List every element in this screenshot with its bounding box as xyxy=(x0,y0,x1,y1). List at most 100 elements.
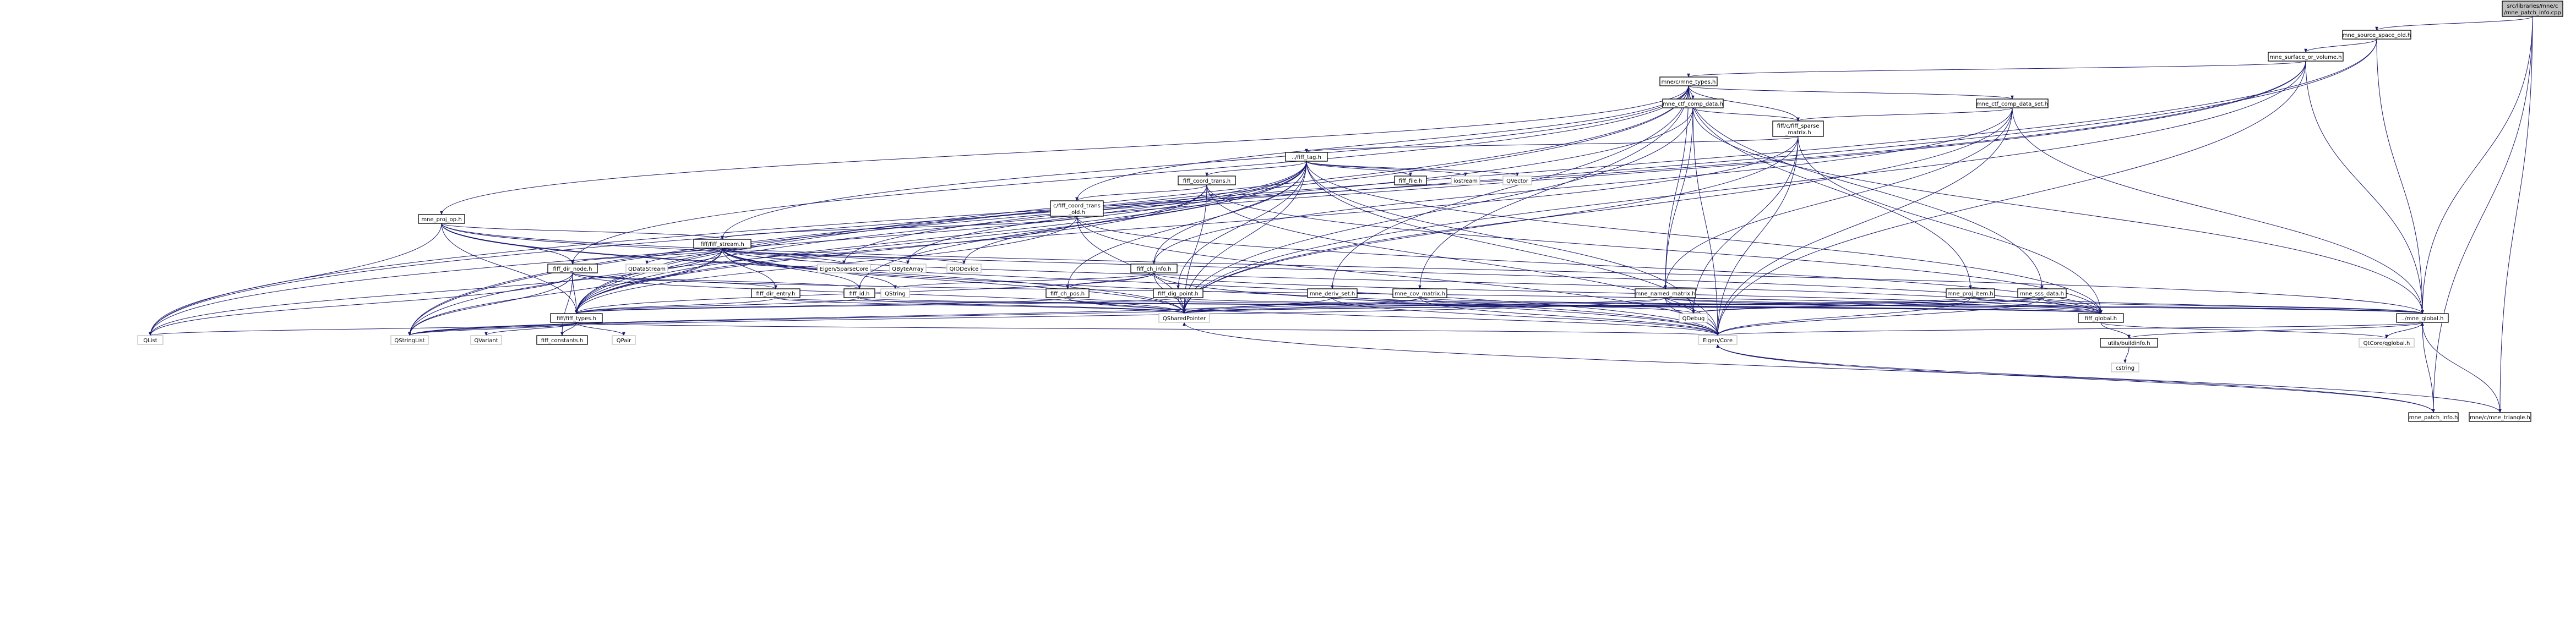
edge-mne_ctf_comp_data-to-mne_named_matrix xyxy=(1664,107,1693,289)
node-box xyxy=(418,214,465,224)
edge-mne_ctf_comp_data_set-to-fiff_sparse_matrix xyxy=(1796,107,2013,122)
node-fiff-dir-node-h[interactable]: fiff_dir_node.h xyxy=(547,264,598,273)
node-label: fiff/fiff_types.h xyxy=(557,316,596,322)
edge-mne_ctf_comp_data-to-fiff_sparse_matrix xyxy=(1692,107,1800,122)
edge-mne_surface_or_volume-to-mne_global xyxy=(2305,61,2424,314)
node-fiff-file-h[interactable]: fiff_file.h xyxy=(1394,175,1427,185)
node-c-fiff-coord-trans-old-h[interactable]: c/fiff_coord_trans_old.h xyxy=(1050,200,1104,217)
edge-fiff_types-to-EigenCore xyxy=(576,322,1719,336)
node-fiff-ch-info-h[interactable]: fiff_ch_info.h xyxy=(1130,264,1178,273)
node-fiff-constants-h[interactable]: fiff_constants.h xyxy=(536,335,588,345)
edge-mne_sss_data-to-EigenCore xyxy=(1716,297,2043,336)
edge-root-to-mne_patch_info xyxy=(2432,16,2533,413)
node-mne-c-mne-triangle-h[interactable]: mne/c/mne_triangle.h xyxy=(2469,412,2531,422)
node-label: fiff_id.h xyxy=(849,291,870,297)
node-fiff-coord-trans-h[interactable]: fiff_coord_trans.h xyxy=(1178,175,1236,185)
node-box xyxy=(946,264,982,273)
node-box xyxy=(1635,288,1696,298)
node-label: Eigen/Core xyxy=(1703,338,1733,344)
edge-fiff_sparse_matrix-to-QDebug xyxy=(1692,136,1799,314)
node-mne-cov-matrix-h[interactable]: mne_cov_matrix.h xyxy=(1392,288,1447,298)
edge-mne_source_space_old-to-mne_global xyxy=(2376,39,2424,314)
edge-mne_ctf_comp_data_set-to-mne_global xyxy=(2012,107,2424,314)
node-mne-deriv-set-h[interactable]: mne_deriv_set.h xyxy=(1307,288,1358,298)
node-mne-proj-item-h[interactable]: mne_proj_item.h xyxy=(1946,288,1995,298)
node-label: QVector xyxy=(1506,178,1529,184)
edge-fiff_sparse_matrix-to-EigenCore xyxy=(1716,136,1799,336)
node-label: mne_ctf_comp_data.h xyxy=(1663,101,1723,107)
edge-fiff_dir_node-to-fiff_types xyxy=(572,272,578,314)
node-box xyxy=(1392,288,1447,298)
node-fiff-ch-pos-h[interactable]: fiff_ch_pos.h xyxy=(1045,288,1090,298)
edge-mne_cov_matrix-to-mne_global xyxy=(1419,297,2423,314)
edge-mne_ctf_comp_data-to-mne_global xyxy=(1692,107,2424,314)
node-fiff-dig-point-h[interactable]: fiff_dig_point.h xyxy=(1153,288,1203,298)
edge-fiff_coord_trans-to-fiff_coord_trans_old xyxy=(1075,184,1207,201)
node-mne-ctf-comp-data-h[interactable]: mne_ctf_comp_data.h xyxy=(1662,98,1724,108)
node-label: mne_proj_item.h xyxy=(1947,291,1993,297)
node-label: QSharedPointer xyxy=(1163,316,1206,322)
node-qsharedpointer: QSharedPointer xyxy=(1158,313,1210,323)
edge-fiff_tag-to-fiff_coord_trans xyxy=(1205,161,1307,177)
edge-fiff_dir_node-to-fiff_id xyxy=(572,272,861,289)
node-box xyxy=(2469,412,2531,422)
edge-mne_deriv_set-to-EigenCore xyxy=(1332,297,1719,336)
edge-mne_proj_op-to-fiff_dir_node xyxy=(441,223,574,265)
edge-fiff_stream-to-EigenSparseCore xyxy=(722,248,846,265)
node-qtcore-qglobal-h: QtCore/qglobal.h xyxy=(2359,338,2415,348)
node-mne-named-matrix-h[interactable]: mne_named_matrix.h xyxy=(1635,288,1696,298)
edge-fiff_tag-to-EigenCore xyxy=(1306,161,1719,336)
node-box xyxy=(1659,76,1718,86)
node-label: fiff_constants.h xyxy=(541,338,583,344)
edges-layer xyxy=(149,16,2533,413)
edge-fiff_id-to-QSharedPointer xyxy=(859,297,1186,314)
node-fiff-tag-h[interactable]: ../fiff_tag.h xyxy=(1285,152,1328,162)
node-box xyxy=(1050,200,1104,217)
node-fiff-global-h[interactable]: fiff_global.h xyxy=(2078,313,2124,323)
node-label: fiff/fiff_stream.h xyxy=(700,242,744,248)
node-fiff-c-fiff-sparse-matrix-h[interactable]: fiff/c/fiff_sparse_matrix.h xyxy=(1772,120,1824,137)
edge-fiff_tag-to-fiff_file xyxy=(1306,161,1412,177)
node-mne-global-h[interactable]: ../mne_global.h xyxy=(2396,313,2449,323)
node-box xyxy=(1158,313,1210,323)
node-utils-buildinfo-h[interactable]: utils/buildinfo.h xyxy=(2100,338,2158,348)
edge-mne_proj_op-to-EigenCore xyxy=(441,223,1719,336)
edge-mne_surface_or_volume-to-mne_types xyxy=(1687,61,2306,78)
node-label: cstring xyxy=(2116,365,2134,371)
node-label: fiff_file.h xyxy=(1399,178,1423,184)
node-mne-patch-info-h[interactable]: mne_patch_info.h xyxy=(2408,412,2459,422)
node-mne-ctf-comp-data-set-h[interactable]: mne_ctf_comp_data_set.h xyxy=(1976,98,2049,108)
node-box xyxy=(2359,338,2415,348)
node-label: QIODevice xyxy=(950,266,979,272)
node-box xyxy=(880,288,910,298)
node-label: mne_sss_data.h xyxy=(2020,291,2064,297)
node-fiff-id-h[interactable]: fiff_id.h xyxy=(843,288,875,298)
node-qvariant: QVariant xyxy=(470,335,502,345)
edge-fiff_dir_node-to-QSharedPointer xyxy=(572,272,1186,314)
node-qiodevice: QIODevice xyxy=(946,264,982,273)
edge-fiff_tag-to-QSharedPointer xyxy=(1183,161,1307,314)
node-fiff-fiff-types-h[interactable]: fiff/fiff_types.h xyxy=(550,313,603,323)
node-mne-source-space-old-h[interactable]: mne_source_space_old.h xyxy=(2342,30,2411,40)
node-fiff-dir-entry-h[interactable]: fiff_dir_entry.h xyxy=(751,288,800,298)
node-eigen-core: Eigen/Core xyxy=(1698,335,1738,345)
node-label: mne/c/mne_types.h xyxy=(1662,79,1716,85)
node-mne-surface-or-volume-h[interactable]: mne_surface_or_volume.h xyxy=(2268,52,2344,62)
edge-fiff_dir_node-to-QList xyxy=(149,272,573,336)
edge-mne_patch_info-to-EigenCore xyxy=(1716,344,2434,413)
node-label: src/libraries/mne/c xyxy=(2507,3,2558,9)
node-src-libraries-mne-c-mne-patch-info-cpp[interactable]: src/libraries/mne/c/mne_patch_info.cpp xyxy=(2502,1,2563,17)
node-mne-sss-data-h[interactable]: mne_sss_data.h xyxy=(2017,288,2067,298)
node-mne-c-mne-types-h[interactable]: mne/c/mne_types.h xyxy=(1659,76,1718,86)
edge-fiff_sparse_matrix-to-QSharedPointer xyxy=(1183,136,1799,314)
node-fiff-fiff-stream-h[interactable]: fiff/fiff_stream.h xyxy=(693,239,751,249)
node-box xyxy=(1394,175,1427,185)
edge-mne_named_matrix-to-fiff_global xyxy=(1665,297,2103,314)
edge-mne_proj_op-to-fiff_stream xyxy=(441,223,724,240)
edge-fiff_dir_entry-to-QSharedPointer xyxy=(775,297,1186,314)
edge-mne_named_matrix-to-QStringList xyxy=(408,297,1666,336)
edge-fiff_id-to-fiff_types xyxy=(575,297,860,314)
edge-fiff_types-to-QVariant xyxy=(484,322,577,336)
node-mne-proj-op-h[interactable]: mne_proj_op.h xyxy=(418,214,465,224)
